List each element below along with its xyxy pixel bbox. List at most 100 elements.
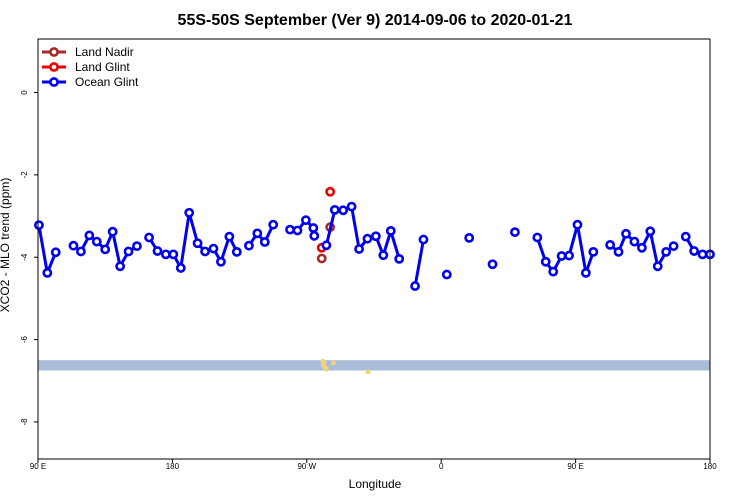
data-point-ocean-glint	[378, 250, 389, 261]
data-point-ocean-glint	[329, 204, 340, 215]
data-point-ocean-glint	[321, 240, 332, 251]
data-point-ocean-glint	[285, 224, 295, 235]
data-point-ocean-glint	[91, 236, 102, 247]
data-point-ocean-glint	[564, 250, 574, 261]
data-point-ocean-glint	[300, 215, 311, 226]
land-mark	[365, 369, 371, 375]
y-axis-label: XCO2 - MLO trend (ppm)	[0, 178, 12, 313]
series-line-ocean-glint	[247, 224, 275, 247]
data-point-ocean-glint	[532, 232, 543, 243]
data-point-ocean-glint	[123, 246, 134, 257]
data-point-ocean-glint	[629, 236, 640, 247]
data-point-ocean-glint	[540, 256, 551, 267]
legend-marker	[49, 77, 59, 87]
y-tick-label: -2	[20, 171, 29, 179]
chart-title: 55S-50S September (Ver 9) 2014-09-06 to …	[178, 12, 573, 29]
data-point-ocean-glint	[115, 261, 126, 272]
plot-frame	[37, 38, 711, 460]
plot-area	[34, 186, 715, 375]
legend-label: Land Nadir	[75, 45, 134, 59]
data-point-ocean-glint	[556, 251, 567, 261]
data-point-ocean-glint	[68, 240, 79, 251]
data-point-ocean-glint	[84, 230, 95, 241]
data-point-ocean-glint	[168, 249, 179, 260]
data-point-land-glint	[325, 186, 336, 197]
data-point-ocean-glint	[661, 246, 672, 257]
data-point-ocean-glint	[100, 244, 111, 255]
data-point-ocean-glint	[636, 242, 647, 253]
data-point-ocean-glint	[385, 225, 396, 236]
data-point-ocean-glint	[132, 241, 142, 252]
data-point-ocean-glint	[76, 246, 86, 257]
data-point-ocean-glint	[370, 231, 381, 242]
y-tick-label: -4	[20, 253, 29, 261]
data-point-ocean-glint	[50, 247, 61, 258]
data-point-ocean-glint	[309, 230, 320, 241]
data-point-ocean-glint	[613, 246, 624, 257]
data-point-ocean-glint	[487, 259, 498, 270]
data-point-ocean-glint	[689, 246, 700, 256]
data-point-ocean-glint	[441, 269, 452, 280]
data-point-ocean-glint	[216, 256, 226, 267]
land-mark	[330, 360, 336, 366]
data-point-ocean-glint	[652, 261, 663, 272]
data-point-ocean-glint	[231, 246, 242, 257]
legend-label: Land Glint	[75, 60, 130, 74]
y-tick-label: -6	[20, 335, 29, 343]
x-tick-label: 90 W	[297, 462, 316, 471]
data-point-ocean-glint	[418, 234, 429, 245]
y-tick-label: 0	[20, 90, 29, 95]
data-point-ocean-glint	[244, 240, 254, 251]
x-axis-label: Longitude	[349, 477, 402, 491]
data-point-ocean-glint	[680, 231, 691, 242]
data-point-ocean-glint	[192, 238, 203, 249]
data-point-ocean-glint	[34, 220, 44, 231]
data-point-ocean-glint	[259, 237, 270, 247]
data-point-land-nadir	[316, 253, 327, 264]
x-tick-label: 90 E	[30, 462, 46, 471]
x-axis: 90 E 180 90 W 0 90 E 180	[30, 459, 717, 471]
data-point-ocean-glint	[548, 266, 559, 277]
data-point-ocean-glint	[160, 249, 171, 260]
data-point-ocean-glint	[292, 225, 303, 236]
background-band	[38, 360, 710, 371]
y-tick-label: -8	[20, 418, 29, 426]
data-point-ocean-glint	[621, 228, 631, 239]
data-point-ocean-glint	[645, 226, 656, 237]
data-point-ocean-glint	[697, 249, 708, 260]
data-point-ocean-glint	[605, 239, 616, 250]
land-mark	[323, 366, 329, 372]
legend-marker	[49, 47, 59, 57]
data-point-ocean-glint	[208, 243, 219, 254]
data-point-ocean-glint	[107, 226, 118, 237]
data-point-ocean-glint	[668, 241, 679, 252]
legend-label: Ocean Glint	[75, 75, 139, 89]
x-tick-label: 180	[166, 462, 180, 471]
data-point-ocean-glint	[144, 232, 154, 243]
data-point-ocean-glint	[175, 263, 186, 273]
data-point-ocean-glint	[252, 228, 263, 239]
x-tick-label: 0	[439, 462, 444, 471]
data-point-ocean-glint	[580, 267, 591, 278]
data-point-ocean-glint	[362, 233, 373, 244]
x-tick-label: 180	[703, 462, 717, 471]
data-point-ocean-glint	[464, 232, 475, 243]
legend-marker	[49, 62, 59, 72]
data-point-ocean-glint	[338, 205, 349, 216]
data-point-ocean-glint	[410, 281, 420, 291]
data-point-ocean-glint	[394, 253, 405, 264]
data-point-ocean-glint	[588, 246, 599, 257]
data-point-ocean-glint	[152, 246, 163, 256]
x-tick-label: 90 E	[567, 462, 583, 471]
y-axis: 0 -2 -4 -6 -8	[20, 90, 38, 426]
data-point-ocean-glint	[346, 201, 357, 212]
data-point-ocean-glint	[200, 246, 210, 257]
data-point-ocean-glint	[184, 207, 195, 218]
data-point-ocean-glint	[308, 223, 319, 233]
data-point-ocean-glint	[572, 219, 583, 230]
data-point-ocean-glint	[354, 244, 364, 254]
series-line-ocean-glint	[413, 239, 425, 287]
data-point-ocean-glint	[268, 219, 279, 230]
